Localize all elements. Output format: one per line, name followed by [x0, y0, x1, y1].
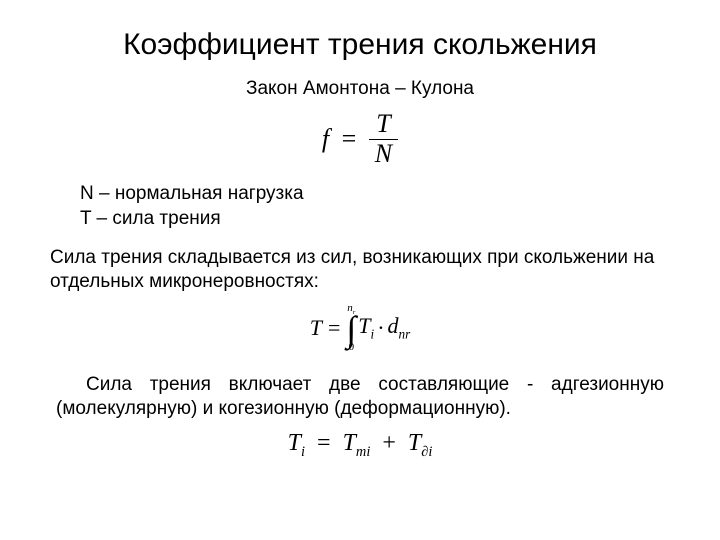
slide-title: Коэффициент трения скольжения: [50, 28, 670, 62]
equals-sign: =: [322, 315, 346, 341]
integral-sign-icon: ∫: [346, 315, 356, 344]
definitions: N – нормальная нагрузка T – сила трения: [80, 182, 670, 231]
formula-3-block: Ti = Tmi + T∂i: [50, 430, 670, 461]
slide: Коэффициент трения скольжения Закон Амон…: [0, 0, 720, 540]
formula-1: f = T N: [322, 110, 398, 168]
law-name: Закон Амонтона – Кулона: [50, 78, 670, 100]
definition-T: T – сила трения: [80, 207, 670, 232]
integrand-T: Ti: [358, 313, 374, 342]
plus-sign: +: [376, 430, 402, 456]
formula-3-term-2: T∂i: [408, 430, 432, 456]
formula-2-block: T = nr ∫ 0 Ti · dnr: [50, 303, 670, 353]
formula-3-term-1: Tmi: [343, 430, 371, 456]
fraction: T N: [369, 110, 398, 168]
formula-2-lhs: T: [310, 315, 322, 341]
paragraph-2: Сила трения включает две составляющие - …: [56, 373, 664, 422]
definition-N: N – нормальная нагрузка: [80, 182, 670, 207]
formula-1-block: f = T N: [50, 110, 670, 168]
formula-1-lhs: f: [322, 124, 329, 153]
formula-3: Ti = Tmi + T∂i: [288, 430, 433, 461]
equals-sign: =: [336, 124, 363, 153]
equals-sign: =: [311, 430, 337, 456]
formula-2: T = nr ∫ 0 Ti · dnr: [310, 303, 411, 353]
fraction-numerator: T: [369, 110, 398, 140]
paragraph-1: Сила трения складывается из сил, возника…: [50, 246, 670, 295]
formula-3-lhs: Ti: [288, 430, 305, 456]
integrand-d: dnr: [388, 313, 411, 342]
multiplication-dot: ·: [374, 315, 387, 341]
integral-symbol: nr ∫ 0: [346, 303, 356, 353]
fraction-denominator: N: [369, 140, 398, 169]
integral-lower-limit: 0: [349, 342, 355, 353]
